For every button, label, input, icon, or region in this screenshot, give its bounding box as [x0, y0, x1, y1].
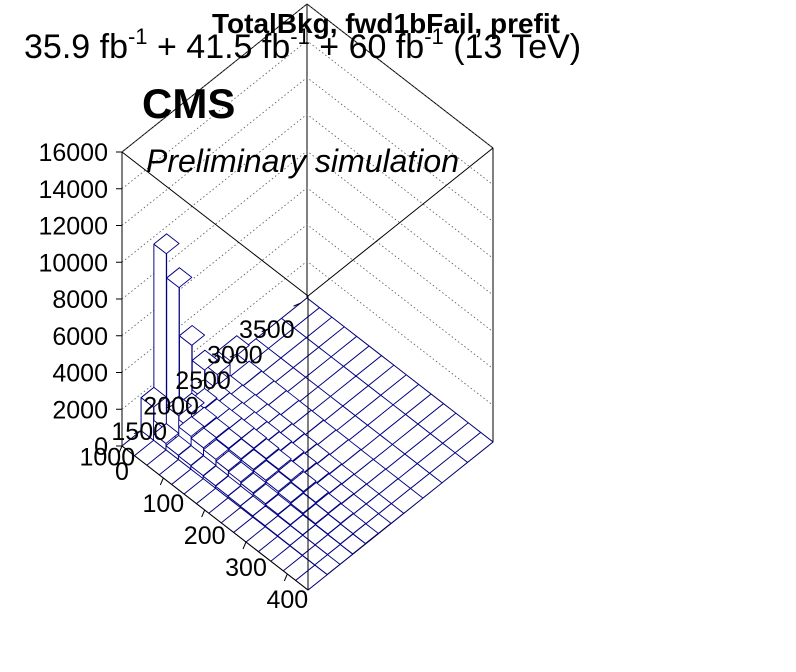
y-tick-label-4: 3000: [207, 342, 263, 370]
lego-bar-top-face: [215, 427, 242, 449]
z-tick-label-4: 8000: [52, 286, 108, 314]
lego-bar-top-face: [153, 233, 180, 255]
lego-bar-top-face: [215, 450, 242, 472]
axis-ticks: 0200040006000800010000120001400016000010…: [38, 139, 308, 614]
chart-title: TotalBkg, fwd1bFail, prefit: [212, 8, 560, 39]
y-tick-label-3: 2500: [175, 367, 231, 395]
lego-bar-8-0: [236, 338, 269, 365]
lego-bar-1-2: [165, 435, 192, 460]
lego-bar-1-0: [140, 386, 167, 441]
lego-bar-top-face: [290, 492, 317, 514]
z-gridline-3: [121, 187, 494, 337]
x-tick-0: [118, 445, 123, 454]
lumi-energy: (13 TeV): [444, 28, 581, 66]
lego-bar-2-0: [153, 233, 180, 431]
z-gridline-1: [121, 260, 494, 410]
lego-bar-top-face: [265, 471, 292, 492]
x-tick-label-4: 400: [266, 586, 308, 614]
x-tick-label-0: 0: [115, 458, 129, 486]
lego-bar-top-face: [277, 504, 304, 526]
z-gridline-7: [121, 40, 494, 190]
z-tick-label-6: 12000: [38, 213, 108, 241]
y-tick-label-1: 1500: [111, 418, 167, 446]
lego-bar-top-face: [191, 349, 218, 371]
lego-bar-top-face: [240, 472, 267, 494]
lumi-label: 35.9 fb-1 + 41.5 fb-1 + 60 fb-1 (13 TeV): [24, 24, 581, 66]
lumi-sup-1: -1: [128, 24, 148, 49]
lego-bar-top-face: [302, 503, 329, 525]
cms-label: CMS: [142, 80, 235, 127]
plot-frame-front: [121, 147, 494, 591]
y-tick-5: [293, 302, 301, 307]
lego-bar-top-face: [153, 423, 180, 444]
z-gridline-4: [121, 150, 494, 300]
x-tick-4: [283, 573, 288, 582]
y-tick-2: [197, 379, 206, 384]
lego-bars: [121, 233, 494, 591]
y-tick-label-5: 3500: [239, 316, 295, 344]
y-tick-label-0: 1000: [80, 444, 136, 472]
lego-bar-top-face: [140, 386, 167, 408]
lego-bar-top-face: [278, 459, 305, 481]
lego-bar-top-face: [165, 395, 192, 417]
lego-bar-top-face: [178, 416, 205, 437]
x-tick-label-3: 300: [225, 554, 267, 582]
z-gridline-8: [121, 3, 494, 153]
lego-bar-top-face: [227, 461, 254, 483]
lego-bar-top-face: [228, 438, 255, 460]
lego-bar-top-face: [265, 494, 292, 515]
y-tick-label-2: 2000: [143, 393, 199, 421]
x-tick-3: [242, 541, 247, 550]
lego-bar-top-face: [253, 438, 280, 459]
lego-bar-top-face: [203, 439, 230, 460]
lego-bar-1-3: [177, 445, 204, 470]
lego-bar-top-face: [277, 482, 304, 503]
lego-bar-top-face: [265, 448, 292, 470]
frame-front-edge-2: [121, 151, 309, 297]
z-tick-label-1: 2000: [52, 396, 108, 424]
x-tick-1: [159, 477, 164, 486]
z-gridline-2: [121, 223, 494, 373]
lego-bar-top-face: [236, 338, 269, 365]
z-tick-label-2: 4000: [52, 360, 108, 388]
z-tick-label-5: 10000: [38, 249, 108, 277]
lumi-2016: 35.9 fb: [24, 28, 128, 66]
y-tick-4: [261, 328, 269, 333]
frame-front-edge-3: [307, 147, 494, 297]
z-gridline-5: [121, 113, 494, 263]
x-tick-2: [201, 509, 206, 518]
z-tick-label-8: 16000: [38, 139, 108, 167]
lego-bar-2-4: [203, 439, 230, 469]
lego-bar-top-face: [190, 427, 217, 449]
z-tick-label-7: 14000: [38, 176, 108, 204]
z-gridline-6: [121, 76, 494, 226]
x-tick-label-1: 100: [142, 490, 184, 518]
lego-bar-top-face: [165, 435, 192, 456]
y-tick-1: [165, 404, 174, 409]
lego-bar-top-face: [166, 267, 193, 289]
lumi-2017: + 41.5 fb: [148, 28, 291, 66]
lumi-2018: + 60 fb: [310, 28, 424, 66]
x-tick-label-2: 200: [184, 522, 226, 550]
lego-bar-top-face: [240, 449, 267, 470]
lego-bar-top-face: [178, 325, 206, 346]
lumi-sup-3: -1: [424, 24, 444, 49]
lego-bar-3-0: [166, 267, 193, 421]
lego-bar-top-face: [252, 483, 279, 505]
y-tick-0: [133, 430, 142, 435]
frame-front-edge-0: [121, 445, 309, 591]
y-tick-3: [229, 353, 238, 358]
lego-bar-top-face: [253, 460, 280, 481]
lumi-sup-2: -1: [290, 24, 310, 49]
preliminary-label: Preliminary simulation: [146, 143, 459, 179]
z-tick-label-3: 6000: [52, 323, 108, 351]
lego-bar-top-face: [290, 471, 317, 492]
z-tick-label-0: 0: [94, 433, 108, 461]
lego-bar-top-face: [217, 335, 250, 362]
